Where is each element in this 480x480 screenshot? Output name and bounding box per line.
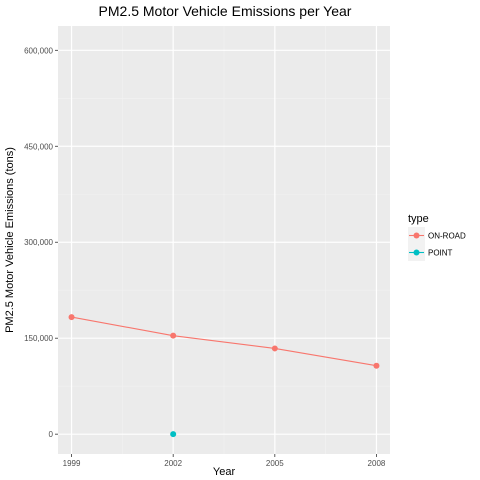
y-tick-label: 600,000	[24, 46, 53, 55]
data-point-on-road	[373, 362, 380, 369]
legend-key-point	[413, 232, 420, 239]
data-point-on-road	[68, 314, 75, 321]
legend-title: type	[408, 213, 429, 225]
x-tick-label: 2002	[164, 459, 182, 468]
series-layer	[68, 314, 380, 438]
x-axis-title: Year	[213, 466, 236, 478]
data-point-on-road	[170, 332, 177, 339]
y-axis-title: PM2.5 Motor Vehicle Emissions (tons)	[4, 147, 16, 333]
x-axis-ticks: 1999 2002 2005 2008	[63, 454, 386, 468]
chart-title: PM2.5 Motor Vehicle Emissions per Year	[99, 3, 352, 19]
grid-lines	[58, 26, 390, 454]
legend-item-on-road: ON-ROAD	[408, 227, 466, 244]
x-tick-label: 2008	[368, 459, 386, 468]
data-point-point	[170, 431, 177, 438]
x-tick-label: 1999	[63, 459, 81, 468]
legend-item-point: POINT	[408, 244, 453, 261]
legend-items: ON-ROAD POINT	[408, 227, 466, 261]
y-tick-label: 300,000	[24, 238, 53, 247]
y-tick-label: 0	[49, 430, 54, 439]
y-tick-label: 450,000	[24, 142, 53, 151]
data-point-on-road	[271, 345, 278, 352]
y-tick-label: 150,000	[24, 334, 53, 343]
legend: type ON-ROAD POINT	[408, 213, 466, 261]
legend-key-point	[413, 249, 420, 256]
legend-label: ON-ROAD	[428, 232, 466, 241]
x-tick-label: 2005	[266, 459, 284, 468]
legend-label: POINT	[428, 249, 453, 258]
y-axis-ticks: 0 150,000 300,000 450,000 600,000	[24, 46, 58, 439]
series-line-on-road	[71, 316, 377, 367]
